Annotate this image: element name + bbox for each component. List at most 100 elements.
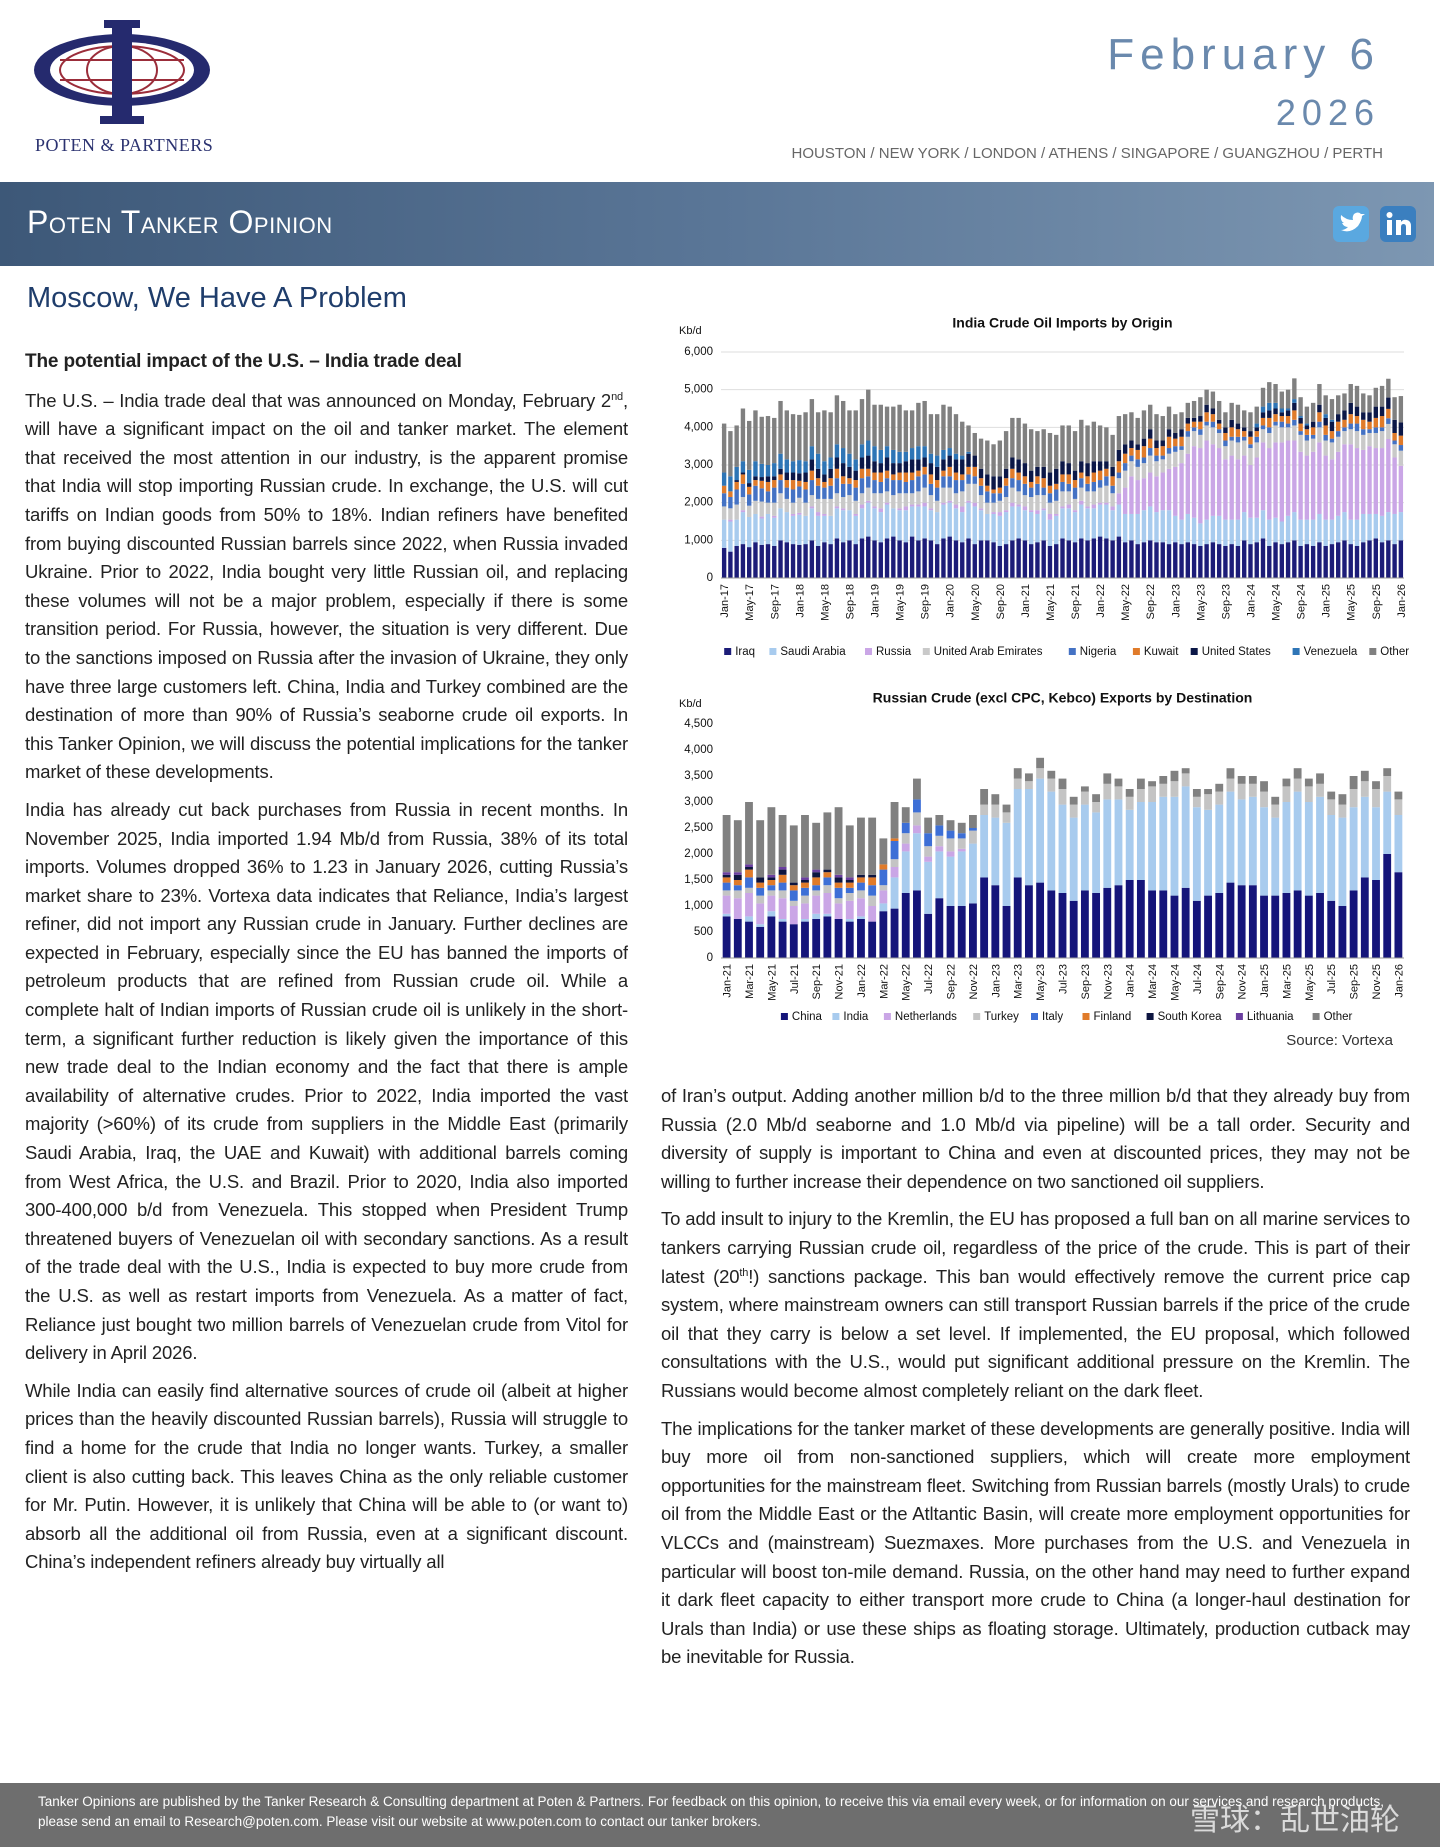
y-tick-label: 2,000 xyxy=(684,848,713,860)
bar-segment xyxy=(778,867,787,870)
bar-segment xyxy=(957,838,966,849)
bar-segment xyxy=(1226,882,1235,958)
bar-segment xyxy=(756,877,765,883)
bar-segment xyxy=(853,487,858,501)
bar-segment xyxy=(772,417,777,464)
bar-segment xyxy=(853,480,858,488)
bar-segment xyxy=(934,466,940,481)
x-tick-label: Jan-19 xyxy=(870,584,882,618)
bar-segment xyxy=(872,540,877,578)
bar-segment xyxy=(812,869,821,873)
bar-segment xyxy=(759,501,764,517)
bar-segment xyxy=(1129,540,1134,578)
paragraphs: The U.S. – India trade deal that was ann… xyxy=(25,387,628,1577)
bar-segment xyxy=(1013,789,1022,878)
bar-segment xyxy=(1285,542,1291,578)
bar-segment xyxy=(745,869,753,878)
bar-segment xyxy=(1035,513,1040,543)
bar-segment xyxy=(1317,427,1322,443)
bar-segment xyxy=(903,493,909,507)
bar-segment xyxy=(941,538,946,578)
bar-segment xyxy=(1329,459,1335,520)
bar-segment xyxy=(1041,478,1046,488)
bar-segment xyxy=(1110,540,1115,578)
bar-segment xyxy=(909,459,915,473)
bar-segment xyxy=(859,478,865,494)
bar-segment xyxy=(966,466,971,475)
bar-segment xyxy=(1091,504,1097,509)
bar-segment xyxy=(1372,807,1380,880)
bar-segment xyxy=(847,540,852,578)
bar-segment xyxy=(884,478,890,492)
bar-segment xyxy=(1198,523,1203,546)
bar-segment xyxy=(753,476,758,481)
bar-segment xyxy=(1080,786,1089,792)
bar-segment xyxy=(1242,427,1247,432)
bar-segment xyxy=(972,455,977,467)
bar-segment xyxy=(840,476,846,484)
bar-segment xyxy=(878,472,883,482)
bar-segment xyxy=(828,412,833,458)
bar-segment xyxy=(740,512,746,545)
bar-segment xyxy=(778,815,787,867)
bar-segment xyxy=(1210,408,1216,415)
bar-segment xyxy=(745,916,753,922)
bar-segment xyxy=(1342,410,1347,420)
bar-segment xyxy=(1329,431,1335,439)
bar-segment xyxy=(797,480,802,487)
bar-segment xyxy=(857,890,865,899)
bar-segment xyxy=(1179,412,1184,430)
bar-segment xyxy=(1047,493,1053,503)
bar-segment xyxy=(1210,444,1216,516)
bar-segment xyxy=(966,483,971,501)
bar-segment xyxy=(1104,504,1109,539)
bar-segment xyxy=(1198,545,1203,578)
bar-segment xyxy=(859,493,865,505)
bar-segment xyxy=(928,414,934,454)
bar-segment xyxy=(1392,513,1397,545)
bar-segment xyxy=(1079,478,1084,488)
bar-segment xyxy=(853,544,858,578)
bar-segment xyxy=(1317,421,1322,428)
bar-segment xyxy=(922,400,927,447)
bar-segment xyxy=(803,502,808,516)
bar-segment xyxy=(997,545,1003,578)
bar-segment xyxy=(897,540,902,578)
bar-segment xyxy=(1242,436,1247,441)
bar-segment xyxy=(756,926,765,958)
bar-segment xyxy=(828,468,833,479)
bar-segment xyxy=(1379,431,1385,449)
bar-segment xyxy=(934,500,940,513)
bar-segment xyxy=(1072,480,1078,488)
bar-segment xyxy=(803,489,808,503)
bar-segment xyxy=(759,477,764,481)
bar-segment xyxy=(1298,434,1303,452)
bar-segment xyxy=(1348,519,1353,545)
bar-segment xyxy=(891,508,896,537)
bar-segment xyxy=(1338,906,1347,958)
bar-segment xyxy=(966,453,971,467)
bar-segment xyxy=(941,502,946,505)
bar-segment xyxy=(1110,485,1115,494)
x-tick-label: Sep-24 xyxy=(1296,584,1308,619)
y-tick-label: 4,000 xyxy=(684,421,713,433)
bar-segment xyxy=(859,399,865,445)
bar-segment xyxy=(878,512,883,543)
bar-segment xyxy=(809,506,815,509)
bar-segment xyxy=(1003,478,1009,486)
bar-segment xyxy=(1022,540,1028,578)
bar-segment xyxy=(1066,425,1071,464)
bar-segment xyxy=(916,446,921,460)
bar-segment xyxy=(884,446,890,458)
bar-segment xyxy=(966,474,971,484)
bar-segment xyxy=(747,494,752,506)
bar-segment xyxy=(809,495,815,507)
bar-segment xyxy=(1085,476,1090,484)
bar-segment xyxy=(1373,432,1378,449)
bar-segment xyxy=(1386,423,1391,440)
bar-segment xyxy=(1260,510,1266,539)
bar-segment xyxy=(1386,418,1391,424)
bar-segment xyxy=(1173,542,1178,578)
paragraph: While India can easily find alternative … xyxy=(25,1377,628,1577)
